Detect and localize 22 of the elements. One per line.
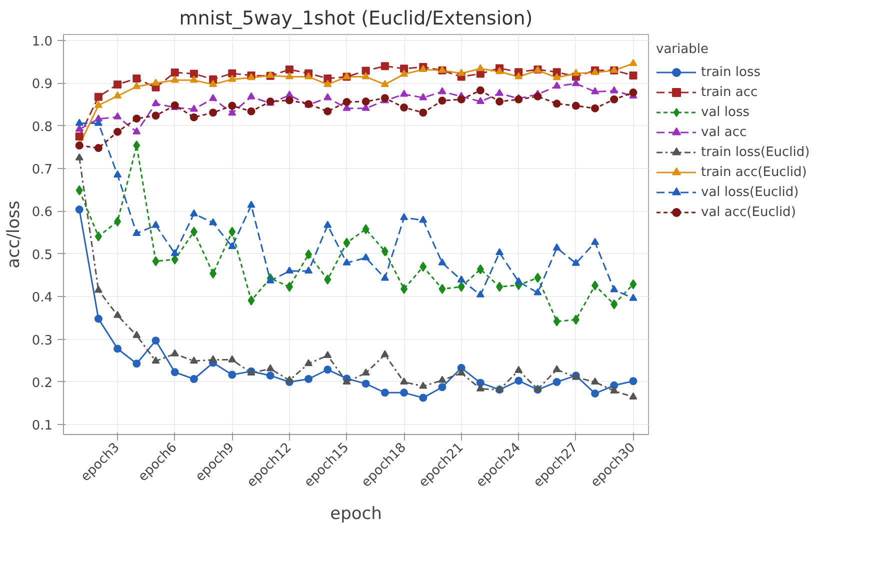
y-tick-label: 0.2	[32, 376, 53, 391]
y-tick-label: 0.8	[32, 120, 53, 135]
y-tick-label: 0.3	[32, 333, 53, 348]
y-tick-label: 0.1	[32, 418, 53, 434]
legend-label: val acc(Euclid)	[701, 204, 796, 220]
y-tick-label: 0.7	[32, 162, 53, 178]
legend-label: train loss	[701, 64, 761, 80]
y-tick-label: 0.4	[32, 290, 53, 306]
legend-title: variable	[656, 42, 710, 57]
y-tick-label: 0.5	[32, 248, 53, 263]
y-tick-label: 0.9	[32, 77, 53, 92]
legend-label: val acc	[701, 124, 747, 140]
legend-label: train acc	[701, 84, 758, 100]
legend-label: train acc(Euclid)	[701, 164, 807, 180]
y-axis-title: acc/loss	[4, 200, 24, 268]
y-tick-label: 1.0	[32, 34, 53, 50]
legend-label: val loss	[701, 104, 750, 120]
x-axis-title: epoch	[330, 504, 382, 524]
legend-label: train loss(Euclid)	[701, 144, 810, 160]
y-tick-label: 0.6	[32, 205, 53, 220]
legend-label: val loss(Euclid)	[701, 184, 799, 200]
chart-title: mnist_5way_1shot (Euclid/Extension)	[179, 8, 533, 30]
